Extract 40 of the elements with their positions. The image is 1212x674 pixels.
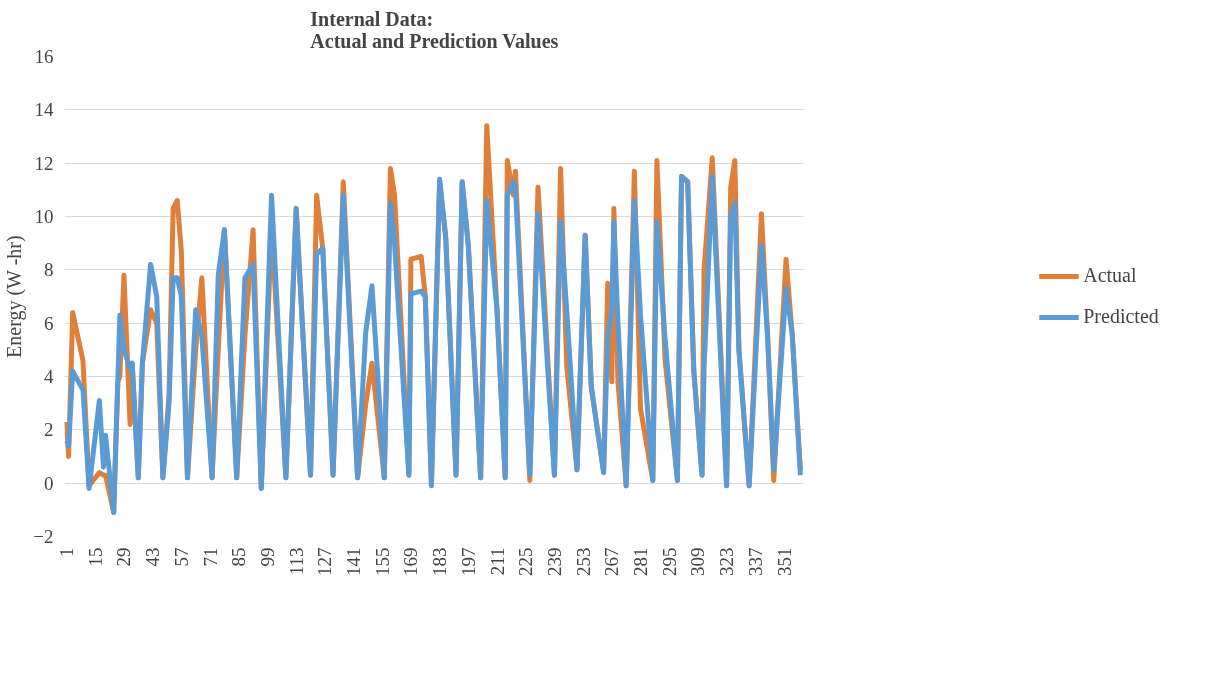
legend-label: Actual [1083,264,1137,287]
x-tick-label: 15 [84,547,106,567]
x-tick-label: 351 [773,547,795,576]
y-tick-label: 16 [34,46,54,67]
y-tick-label: 0 [44,472,54,494]
x-tick-label: 99 [256,547,278,567]
y-tick-label: 12 [34,152,54,174]
x-tick-label: 43 [142,547,164,567]
x-tick-label: 1 [56,547,78,557]
chart-title: Internal Data: Actual and Prediction Values [310,7,559,52]
x-tick-label: 71 [199,547,221,567]
x-tick-label: 57 [170,547,192,567]
x-tick-label: 239 [543,547,565,576]
y-tick-label: −2 [33,526,54,547]
y-tick-label: 6 [44,312,54,334]
x-tick-label: 113 [285,547,307,576]
y-tick-label: 10 [34,206,54,227]
x-tick-label: 225 [515,547,537,576]
x-tick-label: 155 [371,547,393,576]
x-tick-label: 337 [744,547,766,576]
x-tick-label: 309 [687,547,709,576]
x-tick-label: 211 [486,547,508,576]
x-tick-label: 29 [113,547,135,567]
y-tick-label: 4 [44,366,54,387]
x-tick-label: 85 [228,547,250,567]
x-tick-label: 127 [314,547,336,576]
y-tick-label: 2 [44,419,54,441]
x-tick-label: 197 [457,547,479,576]
x-tick-label: 141 [343,547,365,576]
x-tick-label: 169 [400,547,422,576]
x-tick-label: 281 [630,547,652,576]
legend-label: Predicted [1083,305,1159,328]
y-axis-title: Energy (W -hr) [3,235,27,358]
y-tick-label: 14 [34,99,54,121]
x-tick-label: 323 [716,547,738,576]
y-tick-label: 8 [44,259,54,281]
x-tick-label: 183 [429,547,451,576]
x-tick-label: 267 [601,547,623,576]
x-tick-label: 295 [658,547,680,576]
x-tick-label: 253 [572,547,594,576]
